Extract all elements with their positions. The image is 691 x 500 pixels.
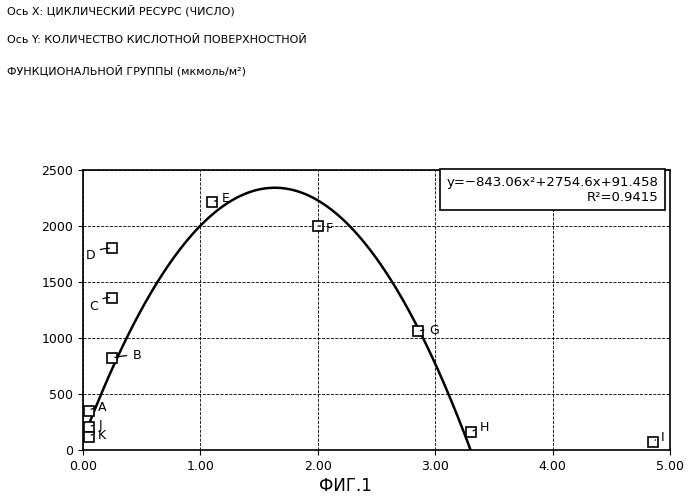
Text: Ось Y: КОЛИЧЕСТВО КИСЛОТНОЙ ПОВЕРХНОСТНОЙ: Ось Y: КОЛИЧЕСТВО КИСЛОТНОЙ ПОВЕРХНОСТНО… bbox=[7, 35, 307, 45]
Text: B: B bbox=[115, 350, 141, 362]
Text: J: J bbox=[91, 419, 102, 432]
Text: K: K bbox=[91, 429, 106, 442]
Text: H: H bbox=[473, 421, 489, 434]
Text: G: G bbox=[420, 324, 439, 336]
Text: A: A bbox=[91, 401, 106, 414]
Text: ФУНКЦИОНАЛЬНОЙ ГРУППЫ (мкмоль/м²): ФУНКЦИОНАЛЬНОЙ ГРУППЫ (мкмоль/м²) bbox=[7, 65, 246, 76]
Text: y=−843.06x²+2754.6x+91.458
R²=0.9415: y=−843.06x²+2754.6x+91.458 R²=0.9415 bbox=[446, 176, 659, 204]
Text: ФИГ.1: ФИГ.1 bbox=[319, 477, 372, 495]
Text: F: F bbox=[318, 222, 333, 234]
Text: I: I bbox=[655, 431, 665, 444]
Text: D: D bbox=[85, 248, 109, 262]
Text: C: C bbox=[88, 298, 109, 313]
Text: Ось X: ЦИКЛИЧЕСКИЙ РЕСУРС (ЧИСЛО): Ось X: ЦИКЛИЧЕСКИЙ РЕСУРС (ЧИСЛО) bbox=[7, 5, 235, 16]
Text: E: E bbox=[215, 192, 229, 204]
